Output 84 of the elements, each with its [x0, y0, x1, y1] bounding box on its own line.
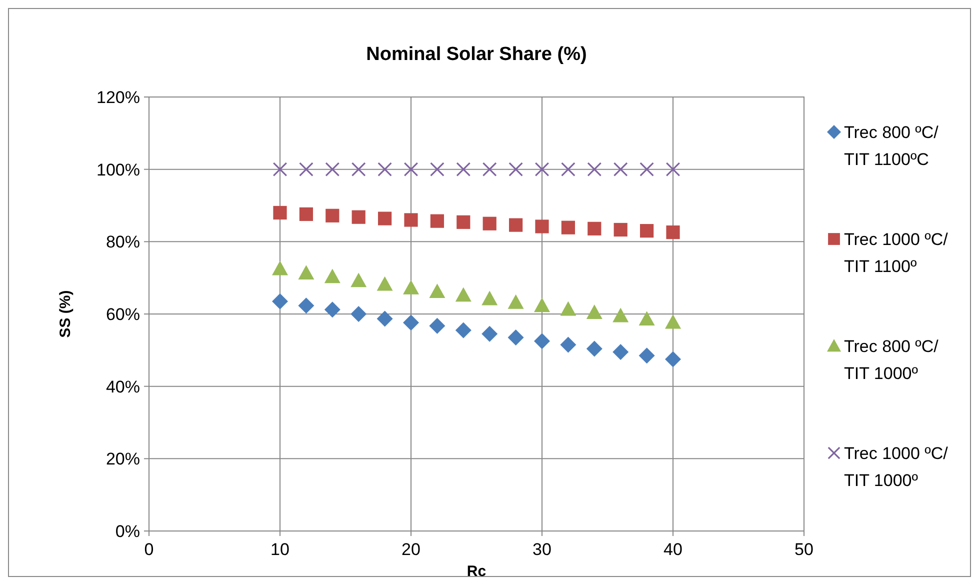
point	[508, 294, 524, 309]
point	[378, 212, 392, 226]
point	[376, 276, 393, 291]
x-tick-label: 20	[402, 540, 420, 559]
point	[378, 162, 392, 177]
point	[638, 348, 655, 364]
point	[561, 220, 575, 234]
point	[614, 222, 628, 237]
y-tick-label: 120%	[96, 88, 140, 107]
point	[299, 207, 313, 221]
point	[324, 302, 340, 318]
point	[482, 162, 497, 177]
point	[429, 284, 446, 298]
point	[272, 260, 288, 276]
point	[403, 314, 419, 331]
point	[561, 162, 576, 177]
point	[325, 162, 340, 177]
legend-label: Trec 1000 ºC/ TIT 1100º	[844, 230, 948, 276]
point	[455, 287, 472, 302]
point	[534, 333, 550, 350]
point	[482, 326, 498, 342]
point	[455, 322, 472, 338]
point	[298, 265, 314, 280]
point	[534, 298, 550, 312]
legend-label: Trec 800 ºC/ TIT 1100ºC	[844, 122, 939, 170]
point	[272, 293, 288, 310]
x-axis-title: Rc	[466, 563, 486, 580]
point	[299, 162, 314, 177]
point	[535, 220, 549, 234]
point	[429, 318, 446, 334]
x-tick-label: 50	[794, 540, 814, 559]
y-tick-label: 60%	[106, 304, 140, 324]
point	[509, 218, 523, 232]
y-tick-label: 100%	[96, 160, 140, 180]
point	[326, 208, 340, 222]
point	[560, 336, 576, 353]
point	[666, 162, 680, 177]
point	[482, 216, 496, 230]
point	[640, 162, 654, 177]
point	[351, 162, 366, 177]
y-tick-label: 20%	[106, 450, 140, 469]
point	[613, 162, 628, 177]
x-tick-label: 30	[532, 540, 552, 559]
x-tick-label: 10	[270, 540, 290, 559]
y-axis-title: SS (%)	[57, 290, 74, 338]
legend-label: Trec 800 ºC/ TIT 1000º	[844, 336, 939, 384]
point	[665, 351, 681, 368]
point	[324, 268, 340, 284]
point	[587, 162, 602, 177]
chart-title: Nominal Solar Share (%)	[366, 44, 587, 65]
point	[350, 306, 367, 322]
point	[612, 344, 629, 360]
x-tick-label: 40	[664, 540, 682, 559]
point	[666, 225, 680, 240]
point	[560, 301, 576, 316]
point	[508, 162, 523, 177]
y-tick-label: 0%	[115, 522, 140, 541]
point	[665, 314, 681, 329]
point	[273, 206, 287, 220]
legend-label: Trec 1000 ºC/ TIT 1000º	[844, 444, 948, 490]
point	[456, 162, 471, 177]
point	[588, 222, 602, 236]
point	[586, 304, 602, 319]
point	[534, 162, 550, 177]
point	[612, 308, 629, 322]
point	[376, 310, 393, 327]
point	[640, 224, 654, 238]
point	[430, 162, 444, 177]
point	[403, 280, 419, 294]
y-tick-label: 40%	[106, 377, 140, 396]
point	[404, 162, 418, 177]
point	[456, 215, 470, 229]
point	[430, 214, 444, 228]
y-tick-label: 80%	[106, 232, 140, 252]
point	[638, 311, 655, 326]
point	[350, 272, 367, 288]
point	[272, 162, 288, 177]
point	[298, 298, 314, 314]
point	[508, 330, 524, 346]
point	[404, 213, 418, 227]
point	[586, 340, 602, 357]
point	[482, 290, 498, 306]
x-tick-label: 0	[144, 540, 154, 559]
point	[352, 210, 366, 224]
